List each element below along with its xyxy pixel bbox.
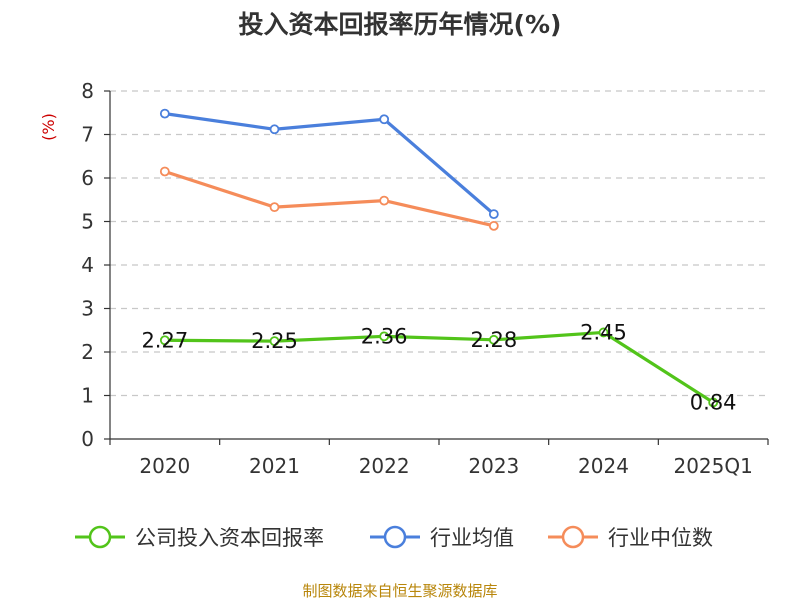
x-tick-label: 2020 — [139, 454, 190, 478]
data-label: 2.28 — [470, 328, 517, 352]
legend-item-1[interactable]: 行业均值 — [370, 525, 514, 550]
legend-item-0[interactable]: 公司投入资本回报率 — [75, 525, 324, 550]
legend-label: 行业均值 — [430, 526, 514, 550]
x-tick-label: 2024 — [578, 454, 629, 478]
series-line — [164, 169, 495, 228]
data-point[interactable] — [488, 334, 499, 345]
data-point[interactable] — [269, 124, 280, 135]
series-1 — [159, 108, 499, 220]
series-2 — [159, 166, 499, 231]
data-label: 0.84 — [690, 390, 737, 414]
y-tick-label: 4 — [81, 253, 94, 277]
y-tick-label: 2 — [81, 340, 94, 364]
series-0 — [159, 327, 719, 408]
x-tick-label: 2022 — [359, 454, 410, 478]
data-label: 2.36 — [361, 324, 408, 348]
grid — [110, 90, 768, 397]
legend-marker — [88, 525, 112, 549]
legend-marker — [561, 525, 585, 549]
legend[interactable]: 公司投入资本回报率 行业均值 行业中位数 — [75, 525, 713, 550]
data-label: 2.45 — [580, 320, 627, 344]
chart-title: 投入资本回报率历年情况(%) — [239, 10, 562, 39]
data-point[interactable] — [598, 327, 609, 338]
data-point[interactable] — [269, 336, 280, 347]
legend-label: 公司投入资本回报率 — [135, 526, 324, 550]
data-point[interactable] — [379, 195, 390, 206]
legend-item-2[interactable]: 行业中位数 — [548, 525, 713, 550]
data-point[interactable] — [159, 335, 170, 346]
source-note: 制图数据来自恒生聚源数据库 — [302, 582, 497, 600]
data-labels: 2.27 2.25 2.36 2.28 2.45 0.84 — [141, 320, 736, 414]
y-tick-label: 0 — [81, 427, 94, 451]
data-point[interactable] — [708, 397, 719, 408]
data-label: 2.25 — [251, 329, 298, 353]
series-line — [164, 112, 495, 216]
data-point[interactable] — [159, 166, 170, 177]
data-point[interactable] — [379, 331, 390, 342]
y-tick-label: 3 — [81, 297, 94, 321]
x-tick-label: 2021 — [249, 454, 300, 478]
data-point[interactable] — [269, 202, 280, 213]
data-point[interactable] — [488, 220, 499, 231]
x-tick-label: 2025Q1 — [673, 454, 752, 478]
legend-marker — [383, 525, 407, 549]
series-line — [164, 330, 715, 404]
data-point[interactable] — [379, 114, 390, 125]
series-layer — [159, 108, 719, 408]
y-tick-label: 5 — [81, 210, 94, 234]
data-point[interactable] — [159, 108, 170, 119]
legend-label: 行业中位数 — [608, 526, 713, 550]
axes: 0 1 2 3 4 5 6 7 8 2020 2021 2022 2023 2024 2025Q1 — [81, 79, 769, 478]
data-label: 2.27 — [141, 328, 188, 352]
y-tick-label: 6 — [81, 166, 94, 190]
x-tick-label: 2023 — [468, 454, 519, 478]
y-tick-label: 1 — [81, 384, 94, 408]
y-tick-label: 7 — [81, 123, 94, 147]
y-tick-label: 8 — [81, 79, 94, 103]
data-point[interactable] — [488, 209, 499, 220]
y-axis-unit: (%) — [39, 113, 58, 141]
